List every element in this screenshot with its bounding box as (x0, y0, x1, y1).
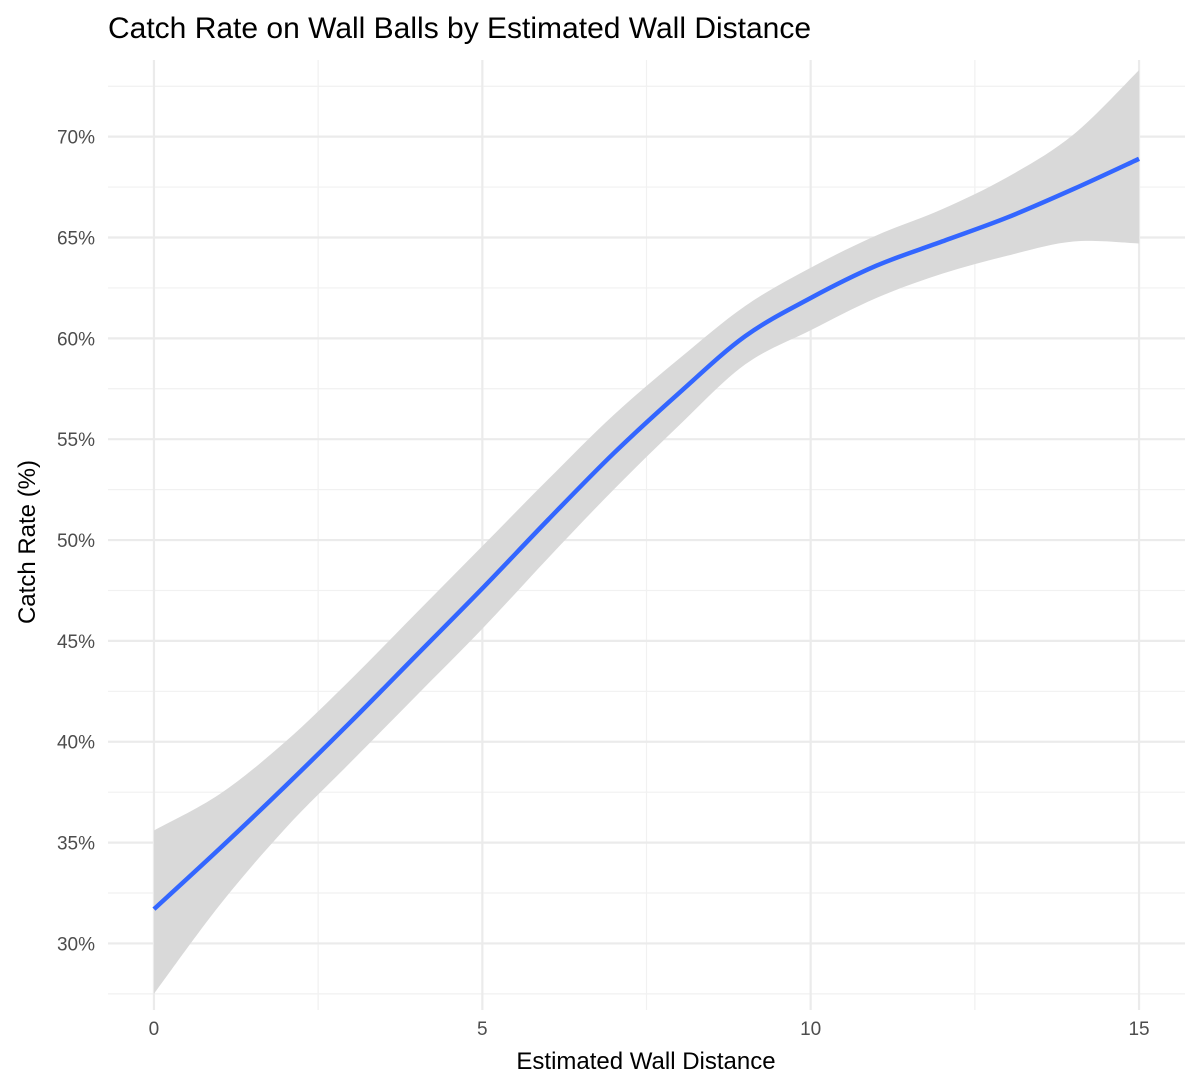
chart-title: Catch Rate on Wall Balls by Estimated Wa… (108, 12, 811, 45)
y-axis-ticks: 30% 35% 40% 45% 50% 55% 60% 65% 70% (57, 128, 95, 956)
x-tick-label: 15 (1128, 1019, 1149, 1040)
confidence-band (153, 70, 1140, 994)
y-axis-title: Catch Rate (%) (14, 460, 41, 624)
y-tick-label: 35% (57, 834, 95, 855)
x-axis-ticks: 0 5 10 15 (149, 1019, 1150, 1040)
x-axis-title: Estimated Wall Distance (516, 1048, 775, 1075)
y-tick-label: 30% (57, 934, 95, 955)
fit-line (152, 156, 1140, 911)
confidence-band-layer (153, 70, 1140, 994)
y-tick-label: 70% (57, 128, 95, 149)
y-tick-label: 60% (57, 329, 95, 350)
x-tick-label: 5 (477, 1019, 488, 1040)
y-tick-label: 65% (57, 228, 95, 249)
y-tick-label: 50% (57, 531, 95, 552)
grid-major (108, 60, 1185, 1010)
x-tick-label: 10 (800, 1019, 821, 1040)
fit-line-layer (152, 156, 1140, 911)
y-tick-label: 45% (57, 632, 95, 653)
y-tick-label: 55% (57, 430, 95, 451)
y-tick-label: 40% (57, 733, 95, 754)
x-tick-label: 0 (149, 1019, 160, 1040)
